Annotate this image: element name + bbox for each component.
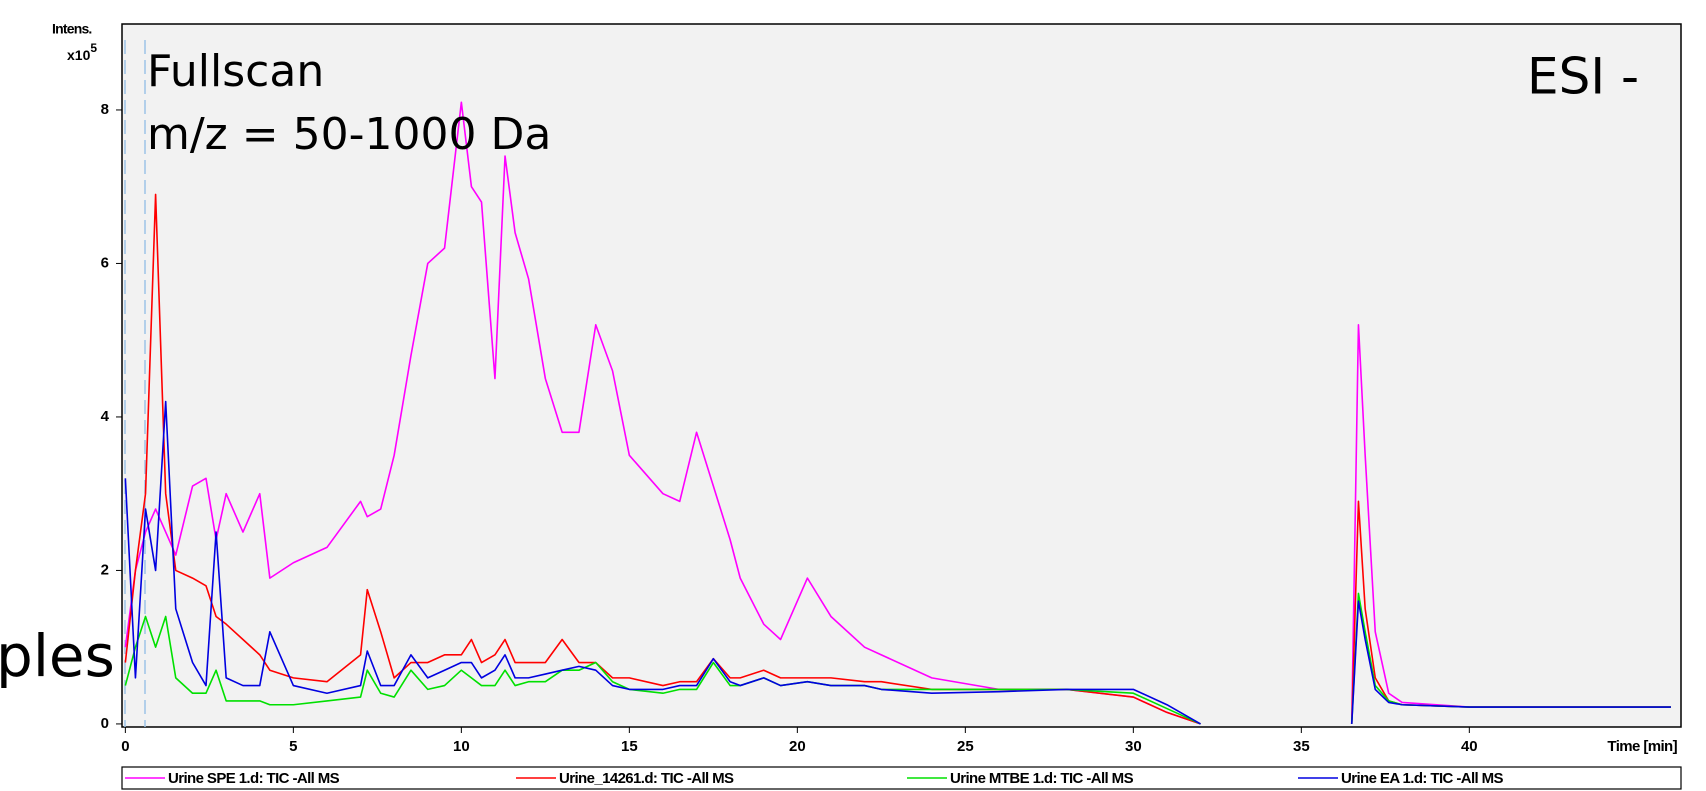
y-unit-base: x10 — [67, 47, 91, 63]
x-tick-label: 5 — [289, 738, 297, 755]
y-tick-label: 8 — [101, 101, 109, 118]
x-tick-label: 15 — [621, 738, 638, 755]
annotation: ples — [0, 622, 115, 690]
legend-label: Urine EA 1.d: TIC -All MS — [1341, 770, 1504, 787]
x-tick-label: 25 — [957, 738, 974, 755]
x-label: Time [min] — [1607, 738, 1677, 755]
annotation: Fullscan — [147, 46, 324, 97]
x-tick-label: 10 — [453, 738, 470, 755]
annotation: m/z = 50-1000 Da — [147, 109, 551, 160]
y-tick-label: 4 — [101, 408, 110, 425]
y-unit: x105 — [67, 41, 97, 63]
x-tick-label: 35 — [1293, 738, 1310, 755]
legend-label: Urine_14261.d: TIC -All MS — [559, 770, 734, 787]
x-tick-label: 40 — [1461, 738, 1478, 755]
y-tick-label: 2 — [101, 561, 109, 578]
plot-area — [121, 23, 1682, 728]
legend — [121, 766, 1682, 790]
annotation: ESI - — [1527, 48, 1639, 106]
y-tick-label: 6 — [101, 254, 109, 271]
x-tick-label: 0 — [121, 738, 129, 755]
legend-label: Urine MTBE 1.d: TIC -All MS — [950, 770, 1134, 787]
legend-label: Urine SPE 1.d: TIC -All MS — [168, 770, 340, 787]
x-tick-label: 20 — [789, 738, 806, 755]
lines — [124, 101, 1671, 725]
y-label: Intens. — [52, 21, 92, 37]
series-line — [124, 400, 1671, 725]
x-tick-label: 30 — [1125, 738, 1142, 755]
y-unit-exponent: 5 — [90, 41, 97, 55]
y-tick-label: 0 — [101, 715, 109, 732]
